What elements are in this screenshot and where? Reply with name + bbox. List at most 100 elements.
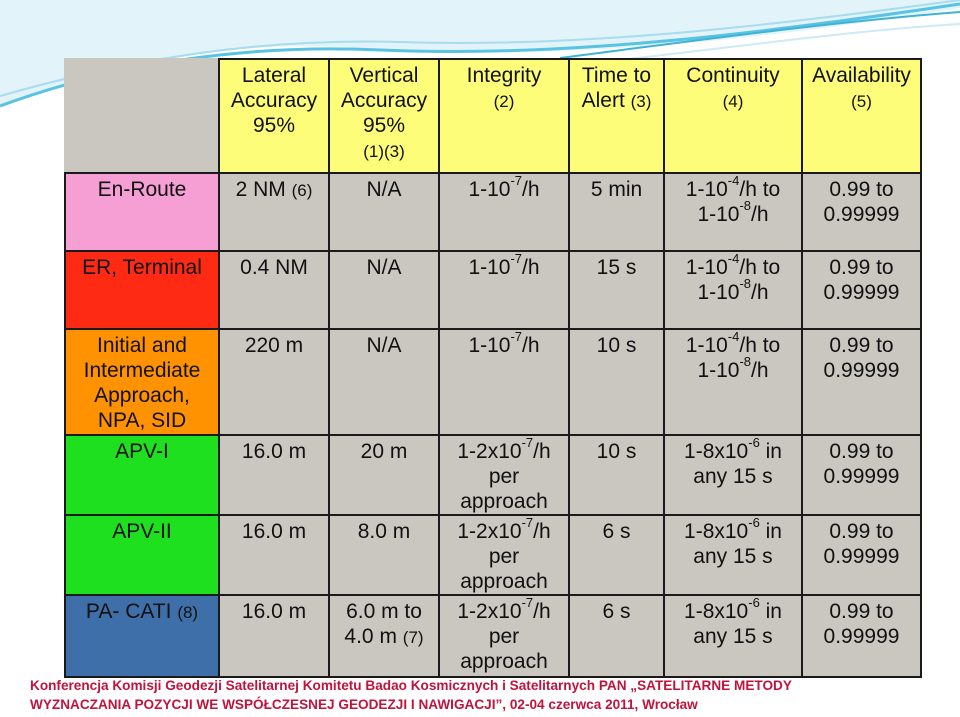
requirements-table-slide: Lateral Accuracy 95% Vertical Accuracy 9… [64, 58, 922, 678]
cell-vertical: 6.0 m to 4.0 m (7) [328, 594, 440, 678]
cell-value: 220 m [244, 334, 304, 357]
header-continuity: Continuity (4) [663, 58, 803, 174]
continuity-base: 1-8x10 [684, 520, 749, 543]
cell-lateral: 16.0 m [218, 434, 330, 516]
cell-integrity: 1-10-7/h [438, 328, 570, 436]
availability-line: 0.99 to [829, 600, 894, 623]
integrity-base: 1-2x10 [457, 440, 522, 463]
continuity-base: 1-10 [685, 178, 728, 201]
cell-vertical: N/A [328, 172, 440, 252]
header-note: (5) [851, 92, 872, 111]
header-availability: Availability (5) [801, 58, 922, 174]
availability-line: 0.99 to [829, 178, 894, 201]
row-header-pa-cat-i: PA- CATI (8) [64, 594, 220, 678]
cell-continuity: 1-8x10-6 in any 15 s [663, 514, 803, 596]
continuity-exponent: -8 [739, 354, 752, 369]
cell-time-to-alert: 6 s [568, 514, 665, 596]
integrity-base: 1-2x10 [457, 520, 522, 543]
integrity-extra: per approach [460, 465, 548, 513]
continuity-unit: in [759, 520, 782, 543]
continuity-exponent: -8 [739, 198, 752, 213]
continuity-exponent: -4 [727, 329, 740, 344]
cell-availability: 0.99 to 0.99999 [801, 250, 922, 330]
availability-line: 0.99999 [823, 281, 900, 304]
header-label: Vertical Accuracy 95% [340, 64, 428, 137]
table-row: En-Route 2 NM (6) N/A 1-10-7/h 5 min 1-1… [64, 172, 922, 252]
cell-value: N/A [366, 256, 402, 279]
integrity-extra: per approach [460, 545, 548, 593]
cell-integrity: 1-2x10-7/h per approach [438, 514, 570, 596]
cell-value: N/A [366, 334, 402, 357]
cell-value: 5 min [590, 178, 643, 201]
continuity-exponent: -6 [748, 435, 760, 450]
integrity-unit: /h [533, 600, 551, 623]
header-label: Lateral Accuracy 95% [230, 64, 318, 137]
cell-availability: 0.99 to 0.99999 [801, 172, 922, 252]
gnss-requirements-table: Lateral Accuracy 95% Vertical Accuracy 9… [64, 58, 922, 678]
cell-time-to-alert: 5 min [568, 172, 665, 252]
integrity-exponent: -7 [510, 251, 523, 266]
cell-value: 10 s [596, 334, 637, 357]
availability-line: 0.99999 [823, 545, 900, 568]
cell-value: 6 s [602, 600, 631, 623]
availability-line: 0.99 to [829, 334, 894, 357]
integrity-base: 1-10 [468, 334, 511, 357]
header-label: Time to Alert [581, 64, 652, 112]
continuity-unit: /h [751, 203, 769, 226]
continuity-base: any 15 s [693, 545, 773, 568]
cell-value: 2 NM [235, 178, 286, 201]
cell-value: 20 m [360, 440, 408, 463]
integrity-extra: per approach [460, 625, 548, 673]
cell-continuity: 1-8x10-6 in any 15 s [663, 594, 803, 678]
integrity-unit: /h [522, 256, 540, 279]
row-header-apv-i: APV-I [64, 434, 220, 516]
cell-vertical: N/A [328, 328, 440, 436]
cell-note: (7) [402, 628, 424, 647]
continuity-unit: /h to [739, 256, 781, 279]
header-row: Lateral Accuracy 95% Vertical Accuracy 9… [65, 58, 922, 174]
cell-time-to-alert: 10 s [568, 434, 665, 516]
cell-continuity: 1-10-4/h to 1-10-8/h [663, 250, 803, 330]
integrity-unit: /h [522, 334, 540, 357]
integrity-unit: /h [522, 178, 540, 201]
row-header-er-terminal: ER, Terminal [64, 250, 220, 330]
table-corner [65, 59, 219, 173]
header-label: Continuity [686, 64, 780, 87]
row-name-note: (8) [177, 603, 199, 622]
conference-footer: Konferencja Komisji Geodezji Satelitarne… [30, 676, 950, 714]
cell-integrity: 1-10-7/h [438, 250, 570, 330]
row-name: PA- CATI [85, 600, 172, 623]
cell-lateral: 16.0 m [218, 514, 330, 596]
cell-value: N/A [366, 178, 402, 201]
continuity-exponent: -6 [748, 515, 760, 530]
availability-line: 0.99999 [823, 359, 900, 382]
cell-lateral: 16.0 m [218, 594, 330, 678]
header-time-to-alert: Time to Alert (3) [568, 58, 665, 174]
cell-continuity: 1-10-4/h to 1-10-8/h [663, 172, 803, 252]
integrity-unit: /h [533, 520, 551, 543]
continuity-exponent: -4 [727, 173, 740, 188]
continuity-unit: /h to [739, 178, 781, 201]
cell-integrity: 1-10-7/h [438, 172, 570, 252]
continuity-base: 1-10 [685, 334, 728, 357]
row-name: En-Route [97, 178, 187, 201]
continuity-base: 1-10 [697, 203, 740, 226]
continuity-unit: /h [751, 281, 769, 304]
integrity-base: 1-10 [468, 178, 511, 201]
continuity-base: 1-10 [685, 256, 728, 279]
row-name: APV-I [115, 440, 169, 463]
cell-vertical: 8.0 m [328, 514, 440, 596]
row-name: Initial and Intermediate Approach, NPA, … [83, 334, 201, 432]
continuity-base: 1-10 [697, 359, 740, 382]
header-lateral-accuracy: Lateral Accuracy 95% [218, 58, 330, 174]
header-label: Integrity [466, 64, 542, 87]
integrity-exponent: -7 [521, 435, 534, 450]
cell-continuity: 1-10-4/h to 1-10-8/h [663, 328, 803, 436]
table-row: APV-I 16.0 m 20 m 1-2x10-7/h per approach… [64, 434, 922, 516]
cell-value: 16.0 m [241, 600, 307, 623]
continuity-unit: in [759, 600, 782, 623]
cell-availability: 0.99 to 0.99999 [801, 514, 922, 596]
cell-value: 6 s [602, 520, 631, 543]
integrity-exponent: -7 [521, 595, 534, 610]
cell-lateral: 2 NM (6) [218, 172, 330, 252]
